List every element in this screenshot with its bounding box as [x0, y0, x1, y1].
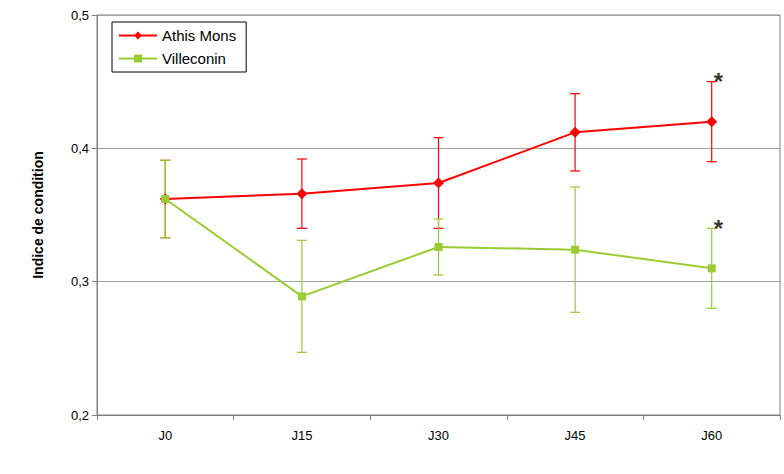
- svg-text:0,5: 0,5: [71, 8, 89, 23]
- svg-text:*: *: [714, 215, 724, 242]
- svg-text:0,2: 0,2: [71, 408, 89, 423]
- svg-text:J15: J15: [291, 428, 312, 443]
- svg-text:J45: J45: [565, 428, 586, 443]
- svg-text:J0: J0: [158, 428, 172, 443]
- svg-text:0,4: 0,4: [71, 141, 89, 156]
- svg-text:*: *: [714, 68, 724, 95]
- svg-text:J30: J30: [428, 428, 449, 443]
- svg-text:Athis Mons: Athis Mons: [162, 27, 236, 44]
- svg-text:Villeconin: Villeconin: [162, 50, 226, 67]
- svg-text:0,3: 0,3: [71, 274, 89, 289]
- svg-text:J60: J60: [701, 428, 722, 443]
- svg-text:Indice de condition: Indice de condition: [30, 151, 46, 279]
